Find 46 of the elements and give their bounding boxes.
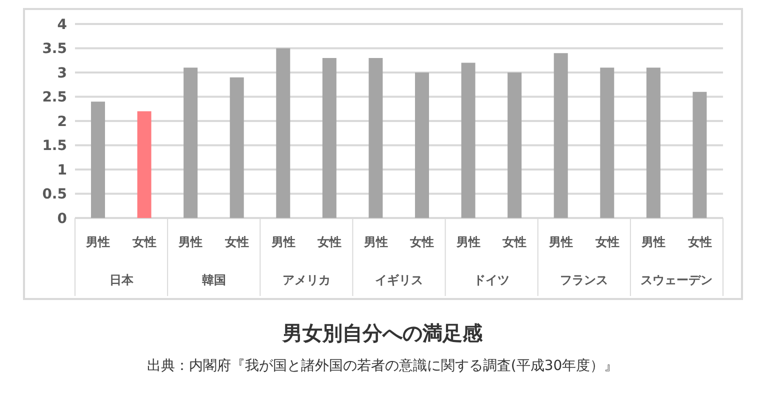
text: 男女別自分への満足感 <box>281 320 484 347</box>
x-tick-label: 女性 <box>224 235 249 249</box>
x-tick-label: 女性 <box>594 235 620 249</box>
x-tick-label: 男性 <box>362 235 388 249</box>
bar <box>322 58 336 218</box>
y-tick-label: 0 <box>57 210 68 227</box>
y-tick-label: 3 <box>57 65 67 82</box>
y-tick-label: 4 <box>57 16 68 33</box>
bar <box>276 48 290 218</box>
x-tick-label: 女性 <box>316 235 342 249</box>
bar <box>554 53 568 218</box>
bar <box>600 68 614 218</box>
bar <box>508 72 522 218</box>
text: 日本 <box>109 273 134 287</box>
text: ドイツ <box>474 273 510 287</box>
bar <box>692 92 707 218</box>
y-tick-label: 2 <box>57 114 67 130</box>
bar <box>368 58 383 218</box>
bar <box>91 102 105 218</box>
bar <box>415 72 429 218</box>
x-tick-label: 男性 <box>270 235 296 249</box>
text: アメリカ <box>282 273 330 287</box>
y-tick-label: 1.5 <box>42 138 67 154</box>
y-tick-label: 0.5 <box>42 186 67 203</box>
text: スウェーデン <box>640 273 713 287</box>
x-tick-label: 女性 <box>131 235 156 249</box>
text: イギリス <box>375 273 423 287</box>
x-tick-label: 男性 <box>640 235 666 249</box>
text: 韓国 <box>202 273 226 287</box>
x-tick-label: 男性 <box>85 235 110 249</box>
x-tick-label: 男性 <box>548 235 573 249</box>
bar <box>230 77 244 218</box>
bar <box>461 62 476 218</box>
text: フランス <box>560 273 608 287</box>
source-note: 出典：内閣府『我が国と諸外国の若者の意識に関する調査(平成30年度）』 <box>146 357 620 375</box>
x-tick-label: 女性 <box>502 235 527 249</box>
bar <box>184 68 198 218</box>
x-tick-label: 男性 <box>455 235 480 249</box>
y-tick-label: 2.5 <box>42 90 67 106</box>
y-tick-label: 3.5 <box>42 41 67 58</box>
x-tick-label: 女性 <box>409 235 434 249</box>
y-tick-label: 1 <box>57 162 67 178</box>
x-tick-label: 男性 <box>178 235 203 249</box>
x-tick-label: 女性 <box>686 235 712 249</box>
bar <box>646 68 660 218</box>
bar <box>137 111 152 218</box>
